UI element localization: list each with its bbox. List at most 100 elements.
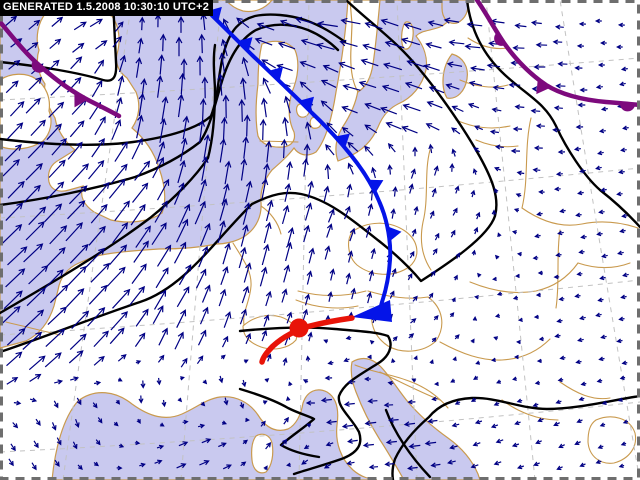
wind-arrow: [387, 380, 394, 386]
wind-arrow: [30, 119, 46, 137]
isobar-line: [0, 0, 118, 82]
wind-arrow: [516, 398, 523, 403]
wind-arrow: [494, 187, 499, 194]
wind-arrow: [449, 312, 455, 318]
wind-arrow: [97, 417, 103, 424]
wind-arrow: [263, 314, 270, 327]
isobar-line: [384, 408, 432, 479]
wind-arrow: [242, 202, 251, 225]
wind-arrow: [178, 203, 191, 228]
isobar-line: [0, 13, 347, 147]
wind-arrow: [70, 376, 80, 382]
wind-arrow: [401, 37, 420, 46]
wind-arrow: [177, 93, 185, 118]
graticule-line: [0, 167, 640, 219]
wind-arrow: [408, 333, 415, 339]
wind-arrow: [449, 162, 455, 172]
wind-arrow: [180, 137, 188, 162]
wind-arrow: [201, 284, 211, 303]
wind-arrow: [93, 355, 105, 366]
wind-arrow: [325, 144, 335, 156]
wind-arrow: [579, 168, 586, 174]
wind-arrow: [491, 107, 502, 113]
wind-arrow: [329, 268, 336, 281]
wind-arrow: [618, 169, 625, 175]
wind-arrow: [156, 75, 164, 98]
wind-arrow: [95, 40, 108, 50]
wind-arrow: [579, 462, 586, 467]
front-triangle-symbol: [238, 37, 253, 52]
wind-arrow: [468, 80, 483, 87]
wind-arrow: [90, 262, 110, 283]
wind-arrow: [490, 423, 499, 429]
wind-arrow: [155, 267, 169, 289]
wind-arrow: [595, 165, 602, 171]
wind-arrow: [173, 241, 187, 264]
wind-arrow: [288, 381, 293, 387]
land-island: [251, 433, 274, 474]
wind-arrow: [70, 56, 83, 70]
wind-arrow: [254, 37, 273, 46]
wind-arrow: [67, 141, 83, 160]
wind-arrow: [12, 422, 19, 429]
wind-arrow: [65, 222, 83, 242]
wind-arrow: [159, 33, 167, 52]
wind-arrow: [345, 272, 352, 285]
wind-arrow: [306, 423, 312, 428]
wind-arrow: [7, 246, 28, 266]
wind-arrow: [26, 287, 46, 307]
wind-arrow: [178, 441, 189, 447]
wind-arrow: [617, 22, 625, 28]
wind-arrow: [29, 373, 42, 383]
wind-arrow: [535, 123, 545, 129]
wind-arrow: [73, 21, 87, 31]
wind-arrow: [599, 422, 606, 427]
wind-arrow: [410, 168, 416, 179]
wind-arrow: [114, 141, 128, 162]
wind-arrow: [153, 289, 167, 310]
wind-arrow: [199, 306, 209, 325]
wind-arrow: [384, 40, 405, 49]
wind-arrow: [202, 379, 208, 385]
wind-arrow: [447, 459, 456, 465]
wind-arrow: [474, 419, 483, 425]
wind-arrow: [362, 442, 374, 448]
wind-arrow: [430, 270, 436, 278]
wind-arrow: [577, 337, 584, 343]
wind-arrow: [245, 180, 253, 203]
wind-arrow: [429, 359, 434, 364]
graticule-line: [0, 57, 640, 101]
wind-arrow: [366, 291, 373, 304]
wind-arrow: [345, 335, 352, 341]
wind-arrow: [222, 464, 232, 470]
wind-arrow: [494, 144, 504, 150]
wind-arrow: [95, 439, 101, 446]
wind-arrow: [113, 421, 119, 427]
wind-arrow: [283, 416, 289, 425]
wind-arrow: [307, 180, 314, 199]
country-border: [367, 290, 443, 352]
wind-arrow: [575, 212, 582, 218]
wind-arrow: [413, 355, 418, 361]
isobar-line: [238, 326, 392, 476]
wind-arrow: [286, 311, 293, 324]
wind-arrow: [29, 397, 38, 403]
wind-arrow: [327, 208, 335, 223]
wind-arrow: [423, 63, 440, 71]
wind-arrow: [595, 312, 602, 318]
wind-arrow: [407, 273, 413, 281]
wind-arrow: [323, 339, 329, 344]
wind-arrow: [513, 208, 520, 213]
wind-arrow: [178, 72, 186, 95]
wind-arrow: [428, 86, 445, 94]
wind-arrow: [6, 351, 23, 367]
wind-arrow: [117, 353, 127, 362]
wind-arrow: [574, 65, 583, 71]
wind-arrow: [427, 20, 444, 27]
wind-arrow: [512, 126, 523, 132]
wind-arrow: [579, 87, 588, 93]
wind-arrow: [475, 211, 481, 220]
wind-arrow: [93, 461, 100, 467]
wind-arrow: [559, 355, 566, 361]
wind-arrow: [533, 314, 539, 320]
